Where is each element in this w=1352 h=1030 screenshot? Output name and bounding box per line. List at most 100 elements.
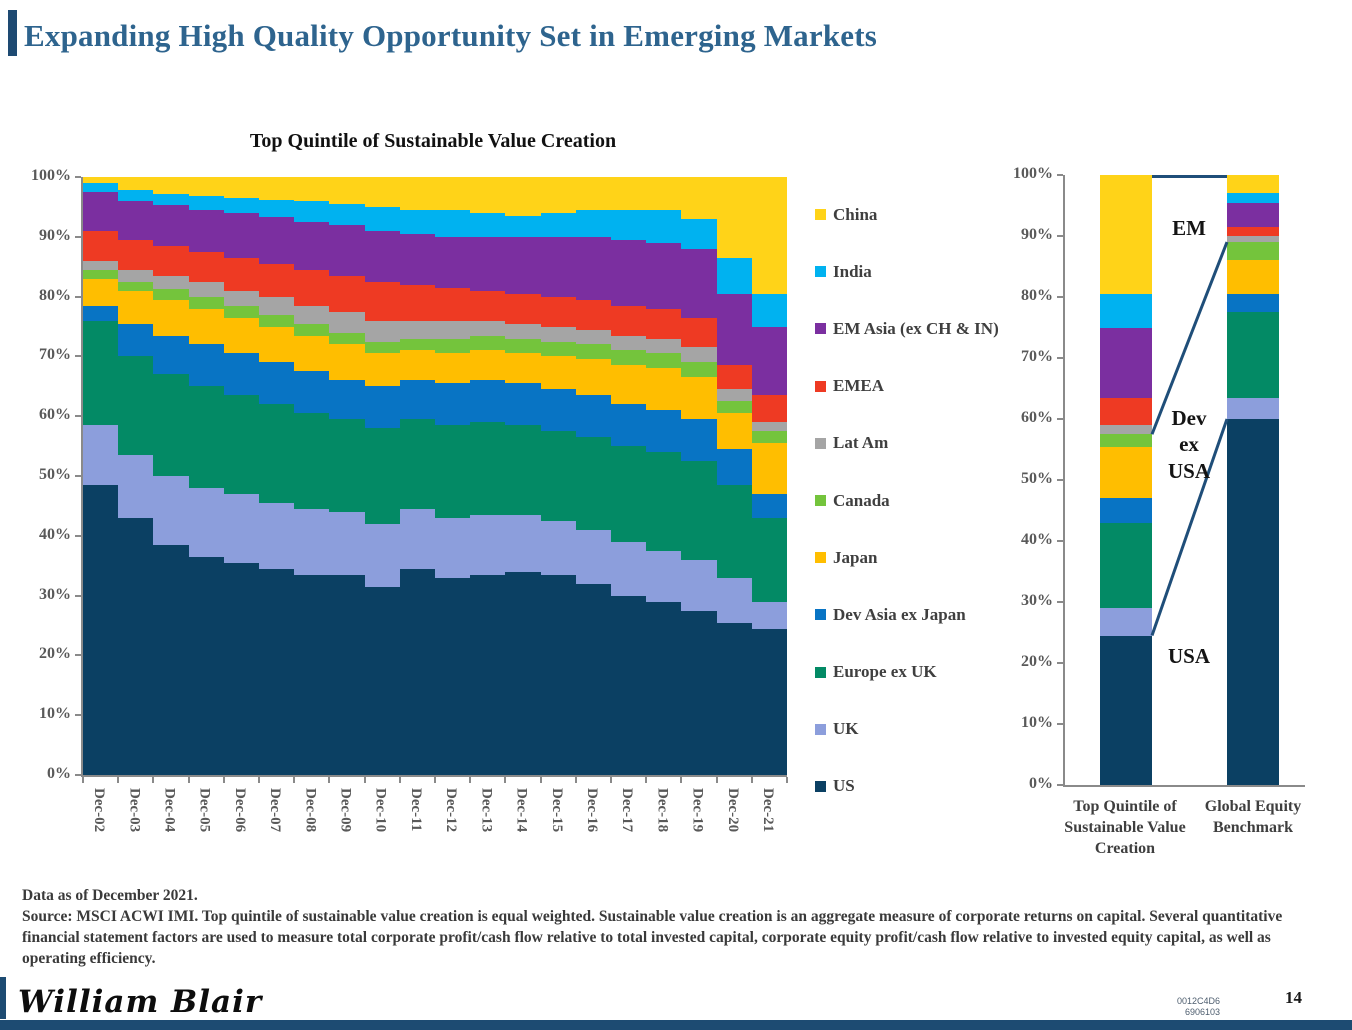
segment-em-asia-ex-ch-in- (540, 236, 576, 297)
legend-item-china: China (815, 186, 1000, 243)
legend-swatch (815, 780, 826, 792)
x-tick-mark (82, 777, 84, 783)
segment-india (575, 209, 612, 237)
stacked-column-Dec-12 (435, 177, 471, 775)
segment-us (1100, 635, 1152, 785)
annotation-dev-ex-usa: Dev ex USA (1167, 406, 1210, 483)
segment-lat-am (188, 281, 224, 297)
segment-lat-am (294, 305, 330, 324)
segment-china (259, 177, 295, 200)
segment-emea (575, 299, 612, 330)
segment-us (470, 574, 506, 775)
segment-india (294, 200, 330, 222)
segment-dev-asia-ex-japan (294, 371, 330, 414)
segment-lat-am (716, 389, 752, 402)
stacked-column-Dec-10 (364, 177, 400, 775)
segment-uk (118, 455, 154, 518)
x-tick-mark (152, 777, 155, 783)
segment-china (716, 177, 752, 258)
y-tick-label: 10% (39, 705, 71, 723)
segment-canada (83, 269, 119, 279)
segment-europe-ex-uk (259, 404, 295, 503)
segment-emea (223, 257, 260, 291)
y-tick-mark (75, 654, 81, 657)
stacked-column-Dec-20 (716, 177, 752, 775)
x-tick-label-Dec-15: Dec-15 (548, 788, 565, 833)
segment-dev-asia-ex-japan (1227, 293, 1279, 313)
segment-emea (470, 290, 506, 321)
segment-em-asia-ex-ch-in- (1227, 202, 1279, 227)
segment-em-asia-ex-ch-in- (751, 326, 788, 396)
segment-lat-am (153, 275, 189, 289)
segment-em-asia-ex-ch-in- (435, 236, 471, 288)
x-tick-mark (539, 777, 542, 783)
segment-em-asia-ex-ch-in- (294, 221, 330, 270)
segment-europe-ex-uk (118, 356, 154, 456)
segment-emea (294, 269, 330, 306)
x-tick-label-Dec-06: Dec-06 (231, 788, 248, 833)
segment-canada (329, 332, 365, 345)
segment-em-asia-ex-ch-in- (575, 236, 612, 300)
segment-uk (399, 508, 436, 569)
comparison-bar-top-quintile (1100, 175, 1152, 785)
segment-japan (751, 443, 788, 494)
comparison-x-label-benchmark: Global Equity Benchmark (1204, 798, 1302, 836)
segment-japan (611, 365, 647, 405)
segment-japan (153, 299, 189, 336)
stacked-column-Dec-04 (153, 177, 189, 775)
segment-us (681, 610, 717, 775)
x-tick-mark (398, 777, 401, 783)
y-tick-mark (75, 295, 81, 298)
segment-uk (681, 559, 717, 611)
segment-japan (294, 335, 330, 372)
segment-lat-am (505, 323, 541, 339)
x-tick-mark (434, 777, 436, 783)
segment-uk (646, 550, 682, 602)
x-tick-mark (293, 777, 296, 783)
legend-label: Dev Asia ex Japan (833, 604, 966, 624)
segment-china (646, 177, 682, 210)
segment-dev-asia-ex-japan (575, 395, 612, 438)
segment-us (153, 544, 189, 775)
x-tick-mark (786, 777, 788, 783)
segment-uk (435, 517, 471, 578)
segment-uk (611, 541, 647, 596)
bottom-accent-strip (0, 1020, 1352, 1030)
segment-emea (83, 230, 119, 261)
legend-item-emea: EMEA (815, 358, 1000, 415)
segment-europe-ex-uk (1227, 312, 1279, 398)
segment-em-asia-ex-ch-in- (505, 236, 541, 294)
segment-emea (751, 395, 788, 423)
segment-china (751, 177, 788, 294)
x-tick-mark (469, 777, 472, 783)
y-tick-label: 40% (39, 525, 71, 543)
page-number: 14 (1285, 988, 1302, 1007)
legend-item-uk: UK (815, 701, 1000, 758)
x-tick-mark (328, 777, 331, 783)
segment-india (259, 199, 295, 218)
x-tick-label-Dec-17: Dec-17 (619, 788, 636, 833)
segment-dev-asia-ex-japan (470, 380, 506, 423)
legend-label: UK (833, 719, 859, 739)
y-tick-mark (75, 415, 81, 418)
segment-china (1100, 175, 1152, 295)
segment-europe-ex-uk (505, 425, 541, 515)
segment-em-asia-ex-ch-in- (259, 217, 295, 264)
segment-india (540, 212, 576, 237)
segment-uk (223, 493, 260, 563)
segment-india (118, 190, 154, 202)
segment-india (751, 293, 788, 327)
x-tick-label-Dec-04: Dec-04 (161, 788, 178, 833)
segment-us (716, 622, 752, 775)
comparison-y-tick-label: 0% (1029, 775, 1053, 792)
y-tick-label: 80% (39, 286, 71, 304)
segment-china (329, 177, 365, 204)
segment-emea (1227, 226, 1279, 237)
segment-emea (611, 305, 647, 336)
annotation-usa: USA (1167, 644, 1210, 668)
segment-china (399, 177, 436, 210)
segment-emea (1100, 397, 1152, 426)
segment-japan (646, 368, 682, 411)
segment-lat-am (681, 347, 717, 363)
